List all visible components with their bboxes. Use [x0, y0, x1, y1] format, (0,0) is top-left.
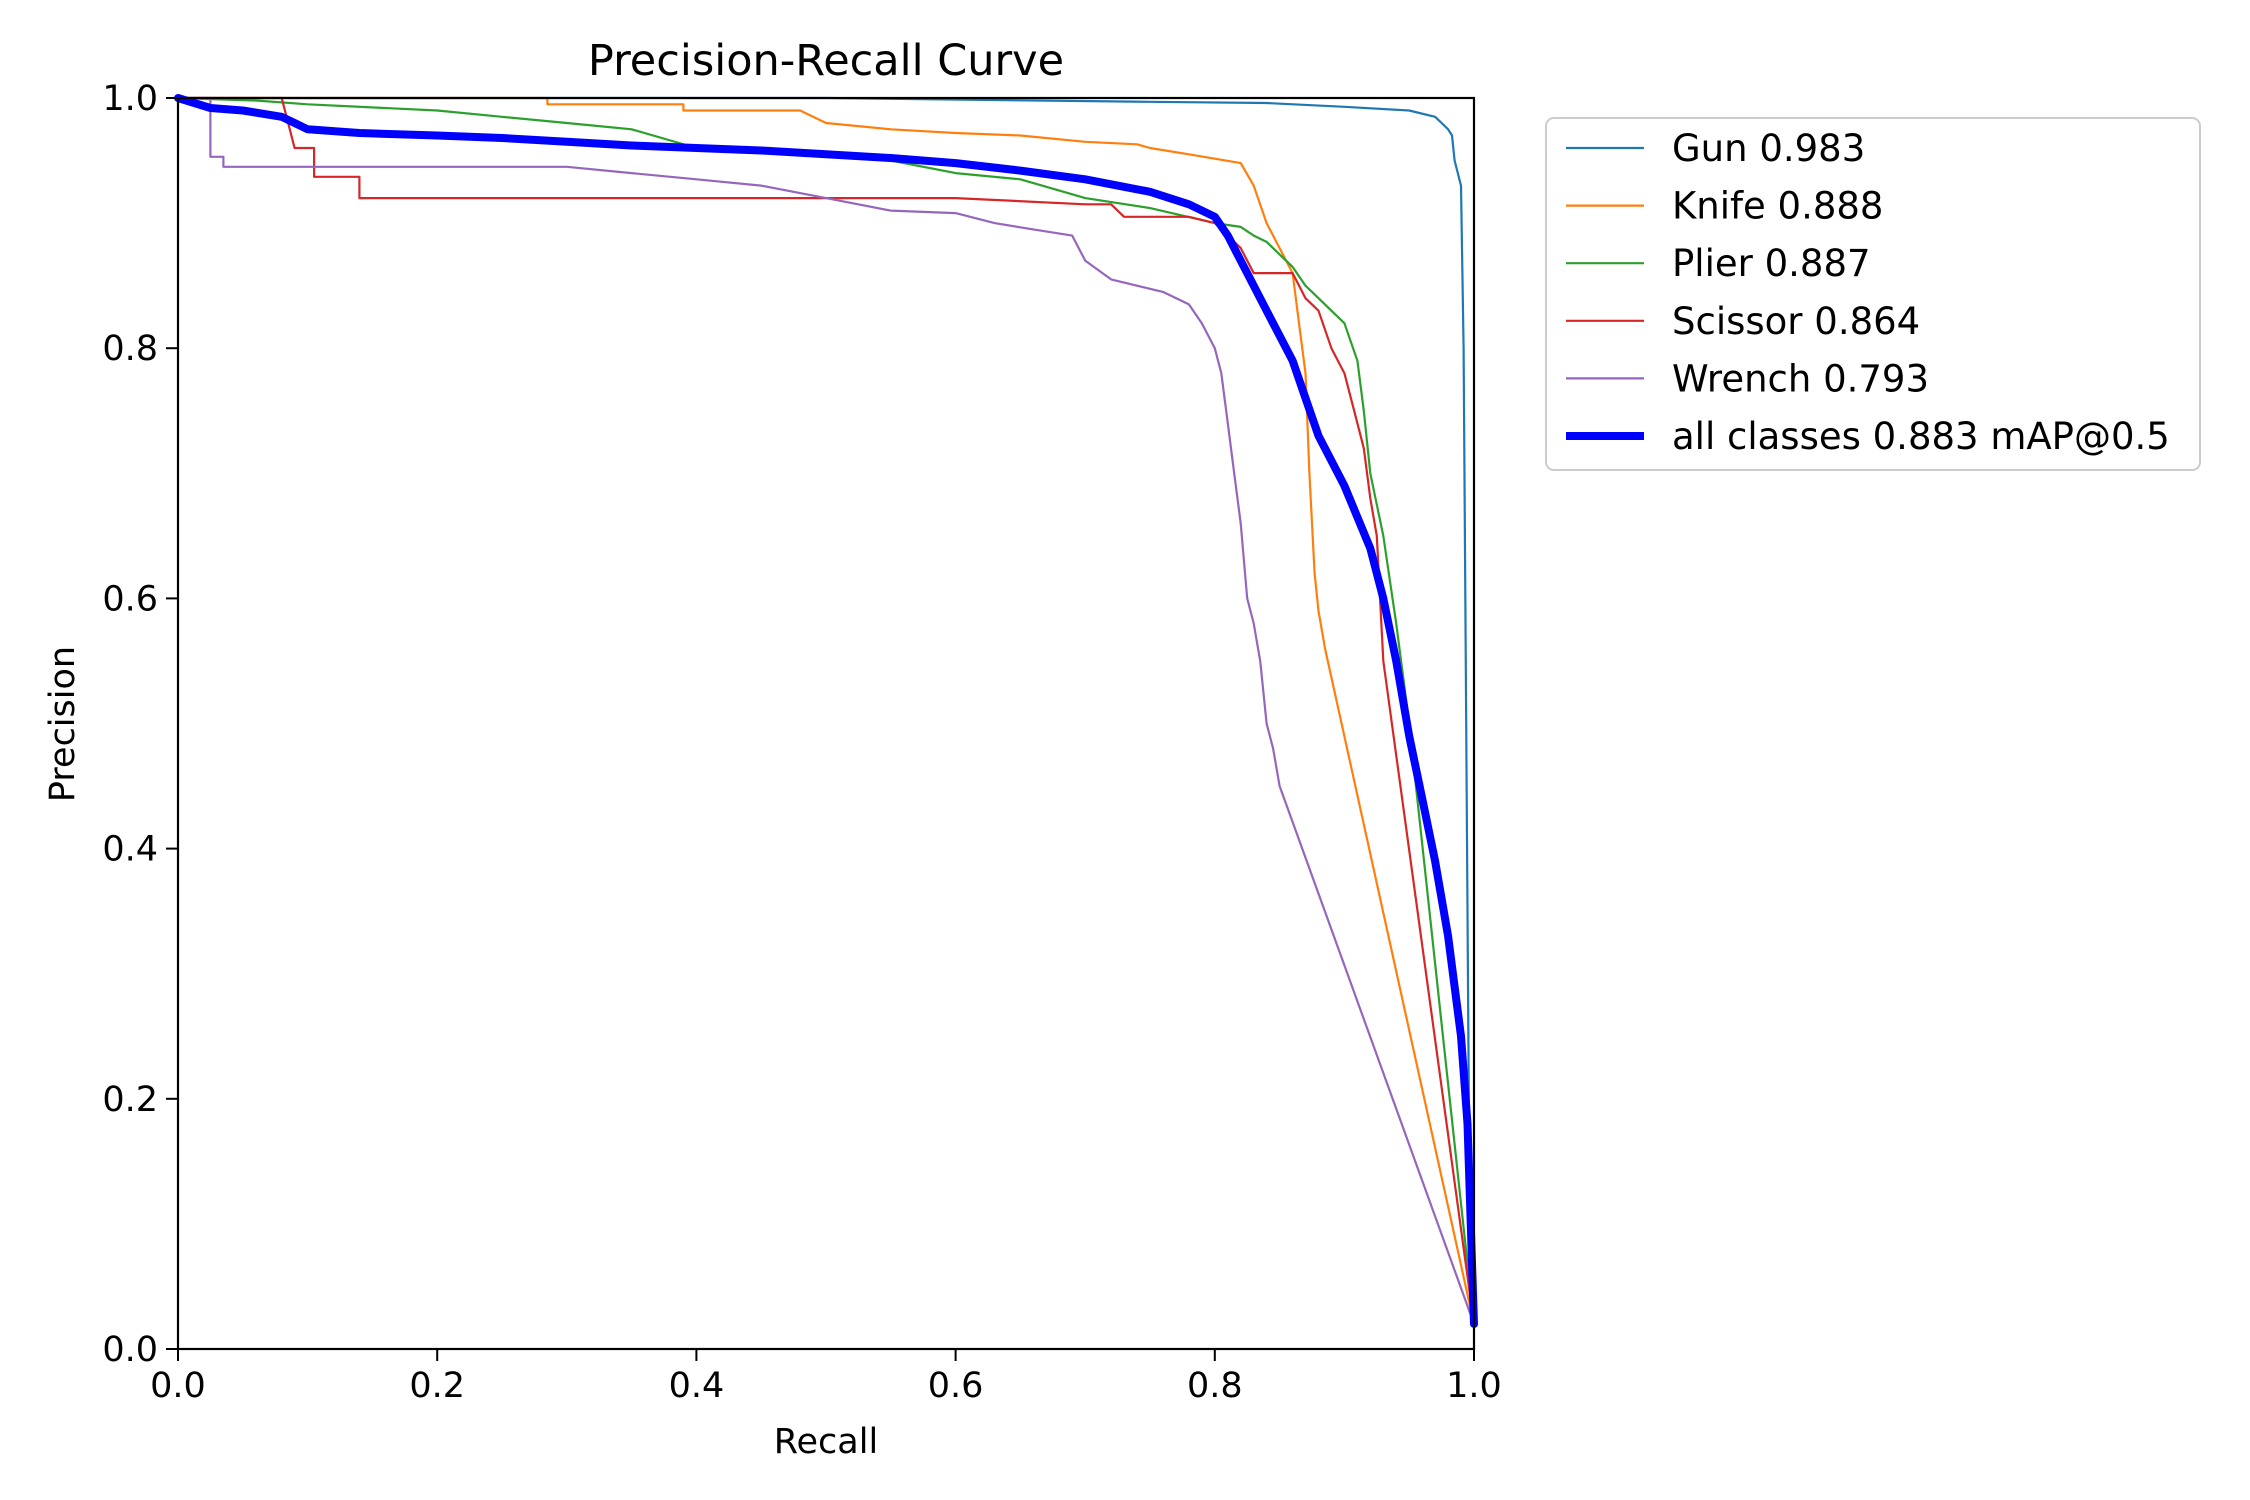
series-line-2	[176, 96, 1476, 1326]
y-tick-label: 0.0	[102, 1330, 158, 1370]
series-layer	[174, 94, 1478, 1328]
y-tick-label: 1.0	[102, 79, 158, 119]
legend-label-3: Plier 0.887	[1672, 242, 1871, 285]
legend-frame	[1545, 117, 2201, 471]
series-line-5	[176, 96, 1476, 1326]
plot-area	[174, 94, 1478, 1351]
legend-label-5: Wrench 0.793	[1672, 357, 1929, 400]
legend-label-1: Gun 0.983	[1672, 127, 1865, 170]
legend-label-2: Knife 0.888	[1672, 185, 1883, 228]
y-axis: 0.0 0.2 0.4 0.6 0.8 1.0	[102, 79, 178, 1370]
x-tick-label: 0.6	[928, 1366, 984, 1406]
y-tick-label: 0.8	[102, 329, 158, 369]
y-axis-label: Precision	[43, 646, 83, 802]
x-tick-label: 1.0	[1446, 1366, 1502, 1406]
series-line-1	[176, 96, 1476, 1326]
x-axis-label: Recall	[774, 1422, 878, 1462]
series-line-3	[176, 96, 1476, 1326]
x-tick-label: 0.2	[409, 1366, 465, 1406]
x-axis: 0.0 0.2 0.4 0.6 0.8 1.0	[150, 1349, 1502, 1406]
x-tick-label: 0.8	[1187, 1366, 1243, 1406]
x-tick-label: 0.0	[150, 1366, 206, 1406]
y-tick-label: 0.6	[102, 579, 158, 619]
legend: Gun 0.983 Knife 0.888 Plier 0.887 Scissor 0…	[1545, 117, 2201, 471]
plot-frame	[176, 96, 1476, 1351]
legend-label-6: all classes 0.883 mAP@0.5	[1672, 415, 2170, 458]
series-line-6	[174, 94, 1478, 1328]
chart-title: Precision-Recall Curve	[588, 36, 1064, 86]
x-tick-label: 0.4	[669, 1366, 725, 1406]
y-tick-label: 0.2	[102, 1080, 158, 1120]
legend-label-4: Scissor 0.864	[1672, 300, 1920, 343]
y-tick-label: 0.4	[102, 830, 158, 870]
